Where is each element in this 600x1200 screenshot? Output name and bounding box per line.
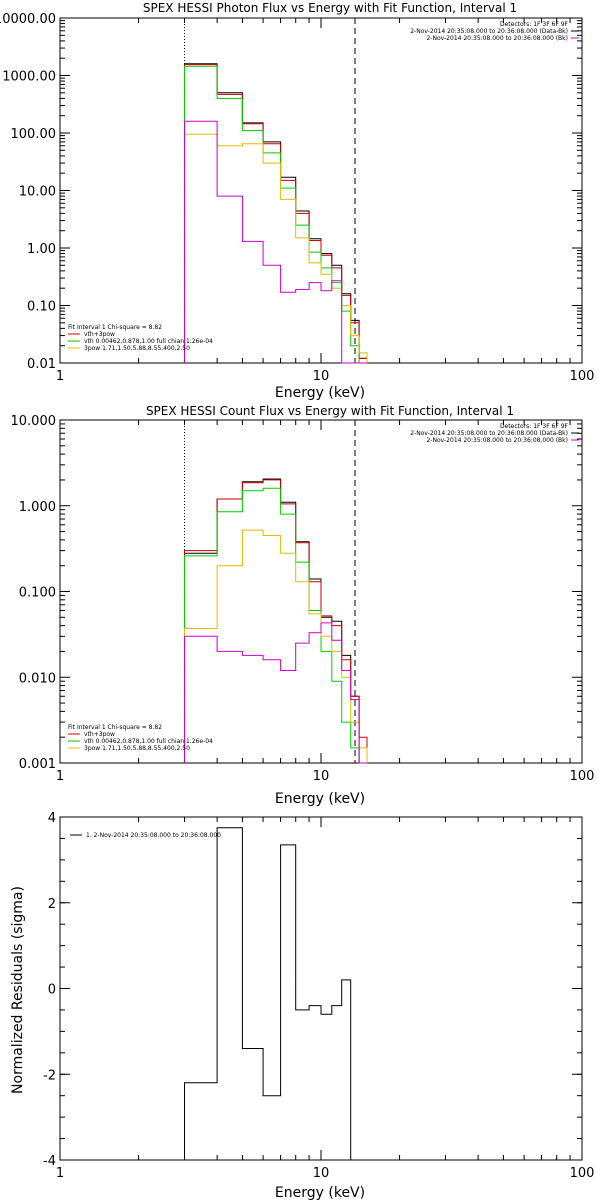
legend-entry: 2-Nov-2014 20:35:08.000 to 20:36:08.000 … (426, 35, 568, 42)
series-step-line (184, 65, 367, 364)
legend-entry: 2-Nov-2014 20:35:08.000 to 20:36:08.000 … (410, 28, 568, 35)
count-flux-plot: SPEX HESSI Count Flux vs Energy with Fit… (11, 404, 595, 807)
series-step-line (184, 478, 367, 764)
x-axis-label: Energy (keV) (275, 791, 365, 807)
residuals-plot: Energy (keV) Normalized Residuals (sigma… (10, 811, 594, 1200)
legend-entry: vth 0.00462,0.878,1.00 full chian 1.26e-… (84, 338, 213, 345)
y-tick-label: 10.00 (19, 185, 56, 200)
x-tick-label: 100 (570, 369, 595, 384)
x-tick-label: 100 (570, 1166, 595, 1181)
legend-entry: Fit Interval 1 Chi-square = 8.82 (68, 724, 162, 731)
plot-frame (59, 816, 583, 1161)
y-tick-label: 1000.00 (2, 70, 56, 85)
y-tick-label: 0.001 (19, 757, 56, 772)
legend-entry: vth+3pow (84, 731, 115, 738)
y-tick-label: 0.01 (27, 357, 56, 372)
legend-entry: vth 0.00462,0.878,1.00 full chian 1.26e-… (84, 738, 213, 745)
legend-entry: Detectors: 1F 3F 6F 9F (500, 423, 569, 430)
y-tick-label: 100.00 (11, 127, 57, 142)
y-tick-label: -2 (43, 1068, 56, 1083)
legend-entry: Fit Interval 1 Chi-square = 8.82 (68, 324, 162, 331)
legend-entry: vth+3pow (84, 331, 115, 338)
legend-entry: 3pow 1.71,1.50,5.88,8.55,400,2.50 (84, 345, 190, 352)
y-tick-label: 1.00 (27, 242, 56, 257)
series-step-line (184, 63, 368, 363)
y-tick-label: 10000.00 (0, 12, 56, 27)
legend-entry: 1. 2-Nov-2014 20:35:08.000 to 20:36:08.0… (86, 832, 221, 839)
legend-entry: 2-Nov-2014 20:35:08.000 to 20:36:08.000 … (410, 430, 568, 437)
y-axis-label: Normalized Residuals (sigma) (10, 886, 26, 1094)
chart-title: SPEX HESSI Photon Flux vs Energy with Fi… (143, 1, 517, 15)
x-tick-label: 1 (56, 769, 64, 784)
y-tick-label: 2 (48, 897, 56, 912)
legend-entry: 2-Nov-2014 20:35:08.000 to 20:36:08.000 … (426, 437, 568, 444)
series-step-line (184, 529, 368, 763)
x-axis-label: Energy (keV) (275, 385, 365, 401)
series-step-line (184, 133, 368, 363)
series-step-line (184, 827, 360, 1161)
legend-entry: Detectors: 1F 3F 6F 9F (500, 21, 569, 28)
chart-title: SPEX HESSI Count Flux vs Energy with Fit… (146, 404, 514, 418)
y-tick-label: 10.000 (11, 414, 57, 429)
y-tick-label: 0 (48, 983, 56, 998)
legend-entry: 3pow 1.71,1.50,5.88,8.55,400,2.50 (84, 745, 190, 752)
x-tick-label: 1 (56, 1166, 64, 1181)
series-step-line (184, 622, 367, 764)
y-tick-label: -4 (43, 1154, 56, 1169)
series-step-line (184, 64, 368, 363)
plot-frame (59, 17, 583, 364)
y-tick-label: 0.010 (19, 671, 56, 686)
y-tick-label: 4 (48, 811, 56, 826)
x-tick-label: 1 (56, 369, 64, 384)
series-step-line (184, 120, 367, 364)
x-tick-label: 10 (313, 769, 330, 784)
x-tick-label: 10 (313, 1166, 330, 1181)
y-tick-label: 0.10 (27, 300, 56, 315)
x-tick-label: 100 (570, 769, 595, 784)
x-tick-label: 10 (313, 369, 330, 384)
y-tick-label: 1.000 (19, 500, 56, 515)
y-tick-label: 0.100 (19, 586, 56, 601)
x-axis-label: Energy (keV) (275, 1185, 365, 1200)
photon-flux-plot: SPEX HESSI Photon Flux vs Energy with Fi… (0, 1, 594, 401)
